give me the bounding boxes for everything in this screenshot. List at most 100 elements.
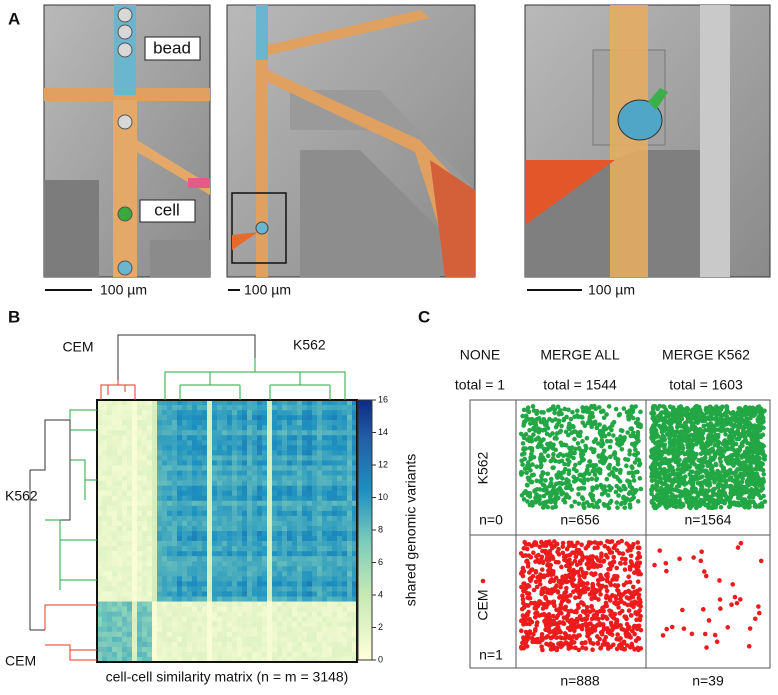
dot xyxy=(693,427,698,432)
heatmap-cell xyxy=(227,430,232,435)
heatmap-cell xyxy=(117,455,122,460)
heatmap-cell xyxy=(182,435,187,440)
heatmap-cell xyxy=(112,460,117,465)
heatmap-cell xyxy=(187,531,192,536)
heatmap-cell xyxy=(212,405,217,410)
heatmap-cell xyxy=(117,581,122,586)
heatmap-cell xyxy=(207,637,212,642)
heatmap-cell xyxy=(227,607,232,612)
dot xyxy=(638,487,643,492)
heatmap-cell xyxy=(142,652,147,657)
heatmap-cell xyxy=(167,556,172,561)
heatmap-cell xyxy=(107,486,112,491)
heatmap-cell xyxy=(307,481,312,486)
heatmap-cell xyxy=(282,466,287,471)
heatmap-cell xyxy=(117,546,122,551)
heatmap-cell xyxy=(342,466,347,471)
heatmap-cell xyxy=(107,506,112,511)
dot xyxy=(682,478,687,483)
heatmap-cell xyxy=(292,551,297,556)
heatmap-cell xyxy=(142,536,147,541)
heatmap-cell xyxy=(312,425,317,430)
heatmap-cell xyxy=(152,455,157,460)
heatmap-cell xyxy=(332,450,337,455)
dot xyxy=(539,474,544,479)
heatmap-cell xyxy=(107,612,112,617)
heatmap-cell xyxy=(137,511,142,516)
dot xyxy=(722,500,727,505)
heatmap-cell xyxy=(227,561,232,566)
heatmap-cell xyxy=(282,627,287,632)
heatmap-cell xyxy=(147,602,152,607)
heatmap-cell xyxy=(237,541,242,546)
heatmap-cell xyxy=(132,511,137,516)
heatmap-cell xyxy=(237,586,242,591)
dot xyxy=(710,427,715,432)
heatmap-cell xyxy=(152,647,157,652)
heatmap-cell xyxy=(102,455,107,460)
heatmap-cell xyxy=(152,420,157,425)
heatmap-cell xyxy=(297,556,302,561)
heatmap-cell xyxy=(112,546,117,551)
heatmap-cell xyxy=(137,486,142,491)
heatmap-cell xyxy=(227,576,232,581)
heatmap-cell xyxy=(317,627,322,632)
heatmap-cell xyxy=(232,571,237,576)
heatmap-cell xyxy=(347,571,352,576)
heatmap-cell xyxy=(182,617,187,622)
heatmap-cell xyxy=(347,420,352,425)
heatmap-cell xyxy=(252,531,257,536)
heatmap-cell xyxy=(202,566,207,571)
heatmap-cell xyxy=(317,466,322,471)
dot xyxy=(536,435,541,440)
heatmap-cell xyxy=(347,466,352,471)
heatmap-cell xyxy=(192,455,197,460)
heatmap-cell xyxy=(217,642,222,647)
heatmap-cell xyxy=(112,531,117,536)
dot xyxy=(664,419,669,424)
dot xyxy=(657,413,662,418)
heatmap-cell xyxy=(272,511,277,516)
heatmap-cell xyxy=(252,425,257,430)
heatmap-cell xyxy=(167,440,172,445)
dot xyxy=(755,417,760,422)
heatmap-cell xyxy=(342,435,347,440)
heatmap-cell xyxy=(107,586,112,591)
heatmap-cell xyxy=(207,571,212,576)
heatmap-cell xyxy=(177,642,182,647)
heatmap-cell xyxy=(132,622,137,627)
heatmap-cell xyxy=(337,410,342,415)
heatmap-cell xyxy=(107,466,112,471)
heatmap-cell xyxy=(162,521,167,526)
heatmap-cell xyxy=(332,435,337,440)
heatmap-cell xyxy=(282,415,287,420)
heatmap-cell xyxy=(287,546,292,551)
heatmap-cell xyxy=(252,481,257,486)
heatmap-cell xyxy=(142,576,147,581)
heatmap-cell xyxy=(262,476,267,481)
heatmap-cell xyxy=(167,521,172,526)
heatmap-cell xyxy=(107,450,112,455)
heatmap-cell xyxy=(272,415,277,420)
dot xyxy=(585,467,590,472)
heatmap-cell xyxy=(282,541,287,546)
dot xyxy=(685,426,690,431)
heatmap-cell xyxy=(272,556,277,561)
heatmap-cell xyxy=(247,652,252,657)
heatmap-cell xyxy=(152,541,157,546)
heatmap-cell xyxy=(252,511,257,516)
heatmap-cell xyxy=(327,410,332,415)
heatmap-cell xyxy=(292,586,297,591)
heatmap-cell xyxy=(262,561,267,566)
heatmap-cell xyxy=(307,531,312,536)
heatmap-cell xyxy=(242,561,247,566)
heatmap-cell xyxy=(307,420,312,425)
dot xyxy=(760,413,765,418)
dot xyxy=(597,467,602,472)
heatmap-cell xyxy=(322,571,327,576)
heatmap-cell xyxy=(102,566,107,571)
heatmap-cell xyxy=(187,425,192,430)
heatmap-cell xyxy=(262,586,267,591)
heatmap-cell xyxy=(287,460,292,465)
tick-label: 8 xyxy=(378,524,383,534)
